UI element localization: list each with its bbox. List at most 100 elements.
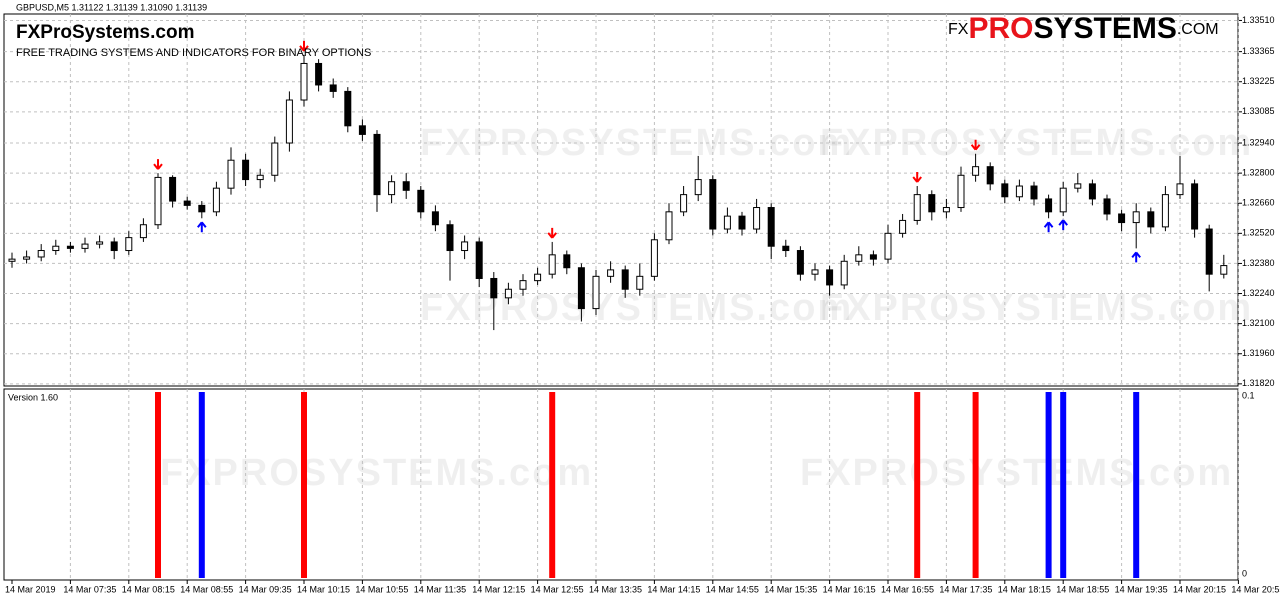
candle-body	[81, 243, 89, 249]
watermark: FXPROSYSTEMS.com	[800, 452, 1233, 494]
logo-highlight: PRO	[968, 12, 1033, 45]
x-tick-label: 14 Mar 16:55	[881, 584, 934, 594]
sell-arrow	[299, 40, 309, 52]
buy-bar	[1133, 392, 1140, 578]
candle-body	[125, 237, 133, 252]
x-tick-label: 14 Mar 08:55	[180, 584, 233, 594]
x-tick-label: 14 Mar 10:55	[355, 584, 408, 594]
candle-body	[928, 194, 936, 213]
x-tick-label: 14 Mar 18:15	[998, 584, 1051, 594]
candle-body	[256, 174, 264, 181]
candle-body	[475, 241, 483, 279]
candle-body	[1220, 265, 1228, 275]
candle-body	[504, 288, 512, 299]
y-tick-label: 1.33085	[1242, 106, 1275, 116]
main-pane	[3, 13, 1239, 387]
buy-bar	[198, 392, 205, 578]
candle-body	[1161, 194, 1169, 228]
x-tick-label: 14 Mar 15:35	[764, 584, 817, 594]
candle-body	[767, 207, 775, 247]
candle-body	[680, 194, 688, 213]
sell-bar	[972, 392, 979, 578]
candle-body	[402, 181, 410, 191]
candle-body	[723, 215, 731, 230]
candle-body	[1132, 211, 1140, 224]
candle-body	[899, 219, 907, 234]
candle-body	[636, 275, 644, 290]
candle-body	[650, 239, 658, 277]
candle-body	[884, 232, 892, 260]
x-tick-label: 14 Mar 20:55	[1231, 584, 1280, 594]
candle-body	[139, 224, 147, 239]
candle-body	[1191, 183, 1199, 230]
candle-body	[826, 269, 834, 286]
candle-body	[52, 245, 60, 252]
candle-body	[855, 254, 863, 262]
y-tick-label: 1.32660	[1242, 198, 1275, 208]
candle-body	[1118, 213, 1126, 224]
candle-body	[96, 241, 104, 245]
candle-body	[986, 166, 994, 185]
candle-body	[869, 254, 877, 260]
candle-body	[1147, 211, 1155, 228]
candle-body	[665, 211, 673, 241]
candle-body	[957, 174, 965, 209]
candle-body	[607, 269, 615, 277]
y-tick-label: 1.32380	[1242, 258, 1275, 268]
sell-bar	[914, 392, 921, 578]
candle-body	[1088, 183, 1096, 200]
candle-body	[388, 181, 396, 196]
x-tick-label: 14 Mar 14:55	[706, 584, 759, 594]
candle-body	[154, 176, 162, 226]
candle-body	[461, 241, 469, 252]
logo-suffix: .COM	[1177, 21, 1219, 38]
candle-body	[315, 62, 323, 86]
watermark: FXPROSYSTEMS.com	[160, 452, 593, 494]
x-tick-label: 14 Mar 16:15	[823, 584, 876, 594]
x-tick-label: 14 Mar 07:35	[63, 584, 116, 594]
candle-body	[534, 273, 542, 282]
x-tick-label: 14 Mar 20:15	[1173, 584, 1226, 594]
buy-bar	[1060, 392, 1067, 578]
x-tick-label: 14 Mar 19:35	[1115, 584, 1168, 594]
candle-body	[811, 269, 819, 275]
subtitle: FREE TRADING SYSTEMS AND INDICATORS FOR …	[16, 47, 371, 59]
candle-body	[972, 166, 980, 176]
candle-body	[285, 99, 293, 144]
candle-body	[1001, 183, 1009, 198]
indicator-tick-label: 0	[1242, 568, 1247, 578]
candle-body	[344, 90, 352, 127]
y-tick-label: 1.33225	[1242, 76, 1275, 86]
indicator-label: Version 1.60	[8, 392, 58, 402]
candle-body	[446, 224, 454, 252]
y-tick-label: 1.32800	[1242, 167, 1275, 177]
candle-body	[621, 269, 629, 290]
watermark: FXPROSYSTEMS.com	[820, 122, 1253, 164]
candle-body	[37, 250, 45, 258]
site-title: FXProSystems.com	[16, 22, 194, 43]
y-tick-label: 1.33365	[1242, 46, 1275, 56]
candle-body	[358, 125, 366, 135]
candle-body	[782, 245, 790, 252]
y-tick-label: 1.32940	[1242, 137, 1275, 147]
candle-body	[913, 194, 921, 221]
indicator-pane	[3, 388, 1239, 581]
sell-bar	[155, 392, 161, 578]
sell-bar	[301, 392, 307, 578]
candle-body	[796, 250, 804, 275]
y-tick-label: 1.31820	[1242, 378, 1275, 388]
candle-body	[183, 200, 191, 206]
buy-arrow	[1131, 251, 1141, 263]
candle-body	[242, 159, 250, 181]
candle-body	[23, 256, 31, 260]
y-tick-label: 1.32520	[1242, 228, 1275, 238]
candle-body	[110, 241, 118, 252]
candle-body	[840, 260, 848, 286]
candle-body	[212, 187, 220, 213]
candle-body	[329, 84, 337, 92]
buy-arrow	[1043, 221, 1054, 233]
candle-body	[1074, 183, 1082, 189]
candle-body	[373, 133, 381, 196]
